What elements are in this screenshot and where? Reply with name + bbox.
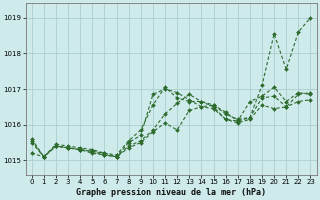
X-axis label: Graphe pression niveau de la mer (hPa): Graphe pression niveau de la mer (hPa): [76, 188, 266, 197]
